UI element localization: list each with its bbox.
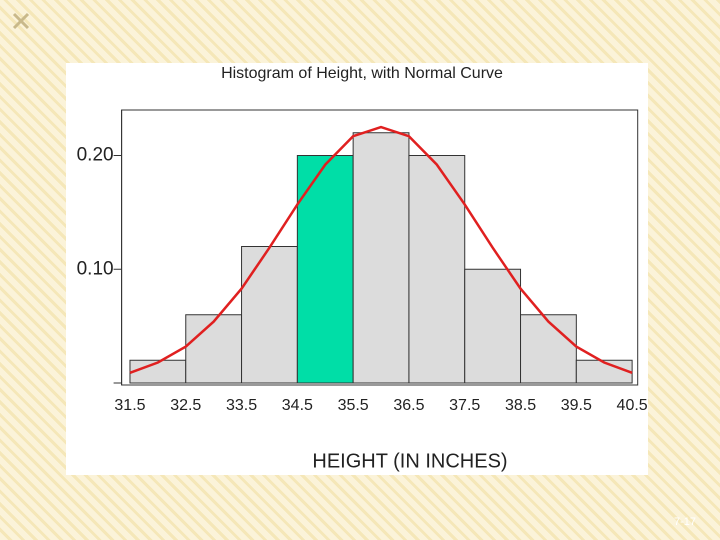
bar — [408, 155, 466, 384]
x-tick-label: 35.5 — [338, 397, 369, 414]
bar — [185, 314, 243, 384]
bar — [464, 268, 522, 384]
bar — [296, 155, 354, 384]
bar — [520, 314, 577, 384]
y-tick-label: 0.20 — [77, 145, 114, 166]
x-tick-label: 34.5 — [282, 397, 313, 414]
normal-curve — [129, 125, 633, 374]
x-tick-label: 40.5 — [617, 397, 648, 414]
page-number: 7-17 — [674, 516, 696, 528]
x-tick-label: 39.5 — [561, 397, 592, 414]
bar — [241, 246, 298, 384]
y-tick-label: 0.10 — [77, 258, 114, 279]
x-axis-label: HEIGHT (IN INCHES) — [312, 450, 507, 472]
x-tick-label: 32.5 — [170, 397, 201, 414]
slide-icon — [12, 12, 30, 30]
x-tick-label: 36.5 — [393, 397, 424, 414]
x-tick-label: 33.5 — [226, 397, 257, 414]
x-tick-label: 38.5 — [505, 397, 536, 414]
x-tick-label: 31.5 — [114, 397, 145, 414]
x-tick-label: 37.5 — [449, 397, 480, 414]
chart-title: Histogram of Height, with Normal Curve — [221, 65, 503, 82]
bar — [352, 132, 410, 384]
